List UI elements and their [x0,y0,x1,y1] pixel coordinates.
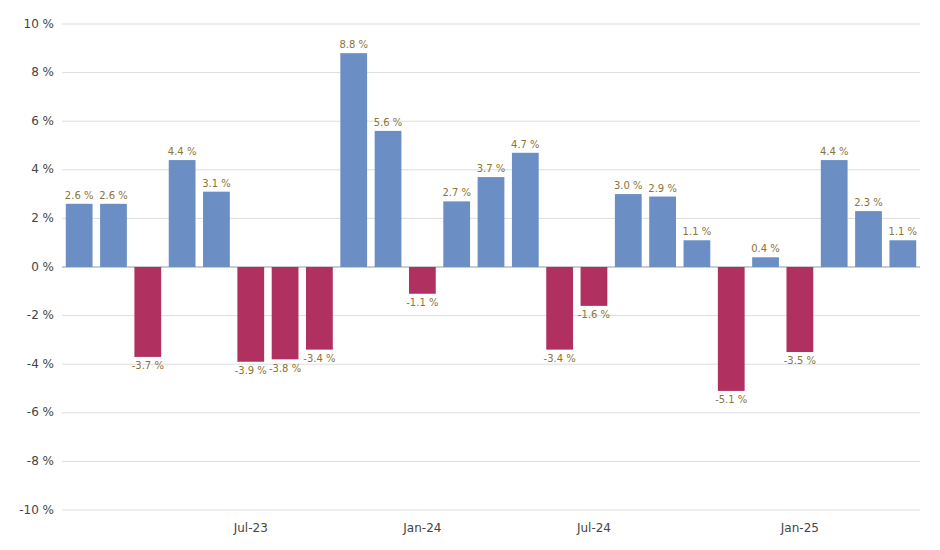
data-label: 2.6 % [99,190,128,201]
grid-line [62,412,920,413]
grid-line [62,510,920,511]
y-tick-label: 10 % [24,17,55,31]
bar [478,177,505,267]
data-label: 2.7 % [442,187,471,198]
bar [752,257,779,267]
data-label: 2.3 % [854,197,883,208]
data-label: -3.7 % [132,360,164,371]
grid [62,24,920,510]
data-label: -1.6 % [578,309,610,320]
y-tick-label: -4 % [27,357,54,371]
bar [821,160,848,267]
bar [786,267,813,352]
y-tick-label: 0 % [31,260,54,274]
data-label: -3.4 % [303,353,335,364]
bar [169,160,196,267]
data-label: -5.1 % [715,394,747,405]
bar [100,204,127,267]
bar [718,267,745,391]
bar [443,201,470,267]
data-label: 2.9 % [648,183,677,194]
data-label: -3.5 % [784,355,816,366]
data-label: 4.4 % [168,146,197,157]
y-tick-label: -2 % [27,308,54,322]
data-label: 3.0 % [614,180,643,191]
data-label: -3.8 % [269,363,301,374]
bar [684,240,711,267]
bar [546,267,573,350]
bars [66,53,916,391]
data-label: 1.1 % [683,226,712,237]
x-tick-label: Jul-23 [233,521,268,535]
y-tick-label: 6 % [31,114,54,128]
y-tick-label: 2 % [31,211,54,225]
grid-line [62,121,920,122]
bar [409,267,436,294]
data-label: 2.6 % [65,190,94,201]
y-tick-label: -6 % [27,405,54,419]
data-label: 4.7 % [511,139,540,150]
data-label: 8.8 % [339,39,368,50]
y-tick-label: -10 % [19,503,54,517]
bar [306,267,333,350]
bar [889,240,916,267]
data-label: -3.9 % [235,365,267,376]
grid-line [62,24,920,25]
y-tick-label: -8 % [27,454,54,468]
bar [649,197,676,267]
grid-line [62,72,920,73]
x-tick-label: Jul-24 [576,521,611,535]
data-label: 5.6 % [374,117,403,128]
bar [203,192,230,267]
x-tick-label: Jan-24 [402,521,441,535]
bar [66,204,93,267]
data-label: 4.4 % [820,146,849,157]
data-label: 1.1 % [889,226,918,237]
y-tick-label: 4 % [31,162,54,176]
bar [615,194,642,267]
bar [512,153,539,267]
bar [237,267,264,362]
bar [855,211,882,267]
grid-line [62,461,920,462]
data-label: -3.4 % [544,353,576,364]
data-label: 3.1 % [202,178,231,189]
bar [340,53,367,267]
chart: -10 % -8 % -6 % -4 % -2 % 0 % 2 % 4 % 6 % 8 % 10 %… [0,0,940,550]
bar [272,267,299,359]
bar [581,267,608,306]
x-tick-label: Jan-25 [780,521,819,535]
bar [375,131,402,267]
bar [134,267,161,357]
data-label: 0.4 % [751,243,780,254]
data-label: 3.7 % [477,163,506,174]
data-label: -1.1 % [406,297,438,308]
y-tick-label: 8 % [31,65,54,79]
